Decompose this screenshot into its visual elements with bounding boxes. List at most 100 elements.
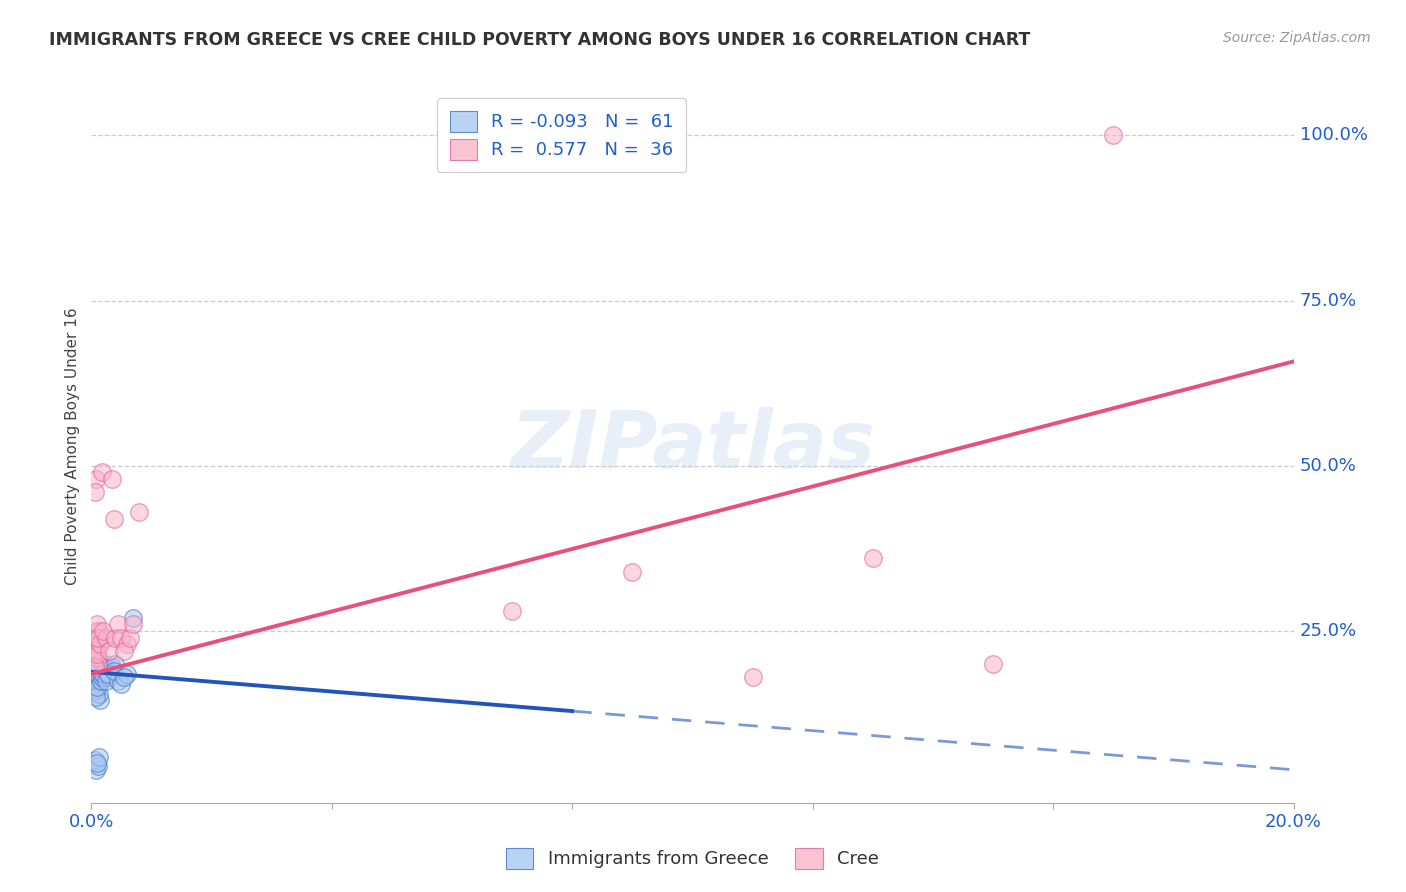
Point — [84, 644, 107, 658]
Point — [1102, 128, 1125, 143]
Point — [86, 660, 108, 674]
Point — [93, 624, 115, 638]
Point — [84, 624, 107, 638]
Y-axis label: Child Poverty Among Boys Under 16: Child Poverty Among Boys Under 16 — [65, 307, 80, 585]
Point — [89, 673, 111, 688]
Point — [84, 654, 107, 668]
Point — [87, 637, 110, 651]
Point — [91, 667, 114, 681]
Point — [89, 637, 111, 651]
Point — [93, 660, 115, 674]
Point — [101, 472, 124, 486]
Point — [84, 657, 107, 671]
Point — [84, 650, 107, 665]
Point — [117, 637, 139, 651]
Point — [87, 759, 110, 773]
Point — [86, 680, 108, 694]
Point — [89, 693, 111, 707]
Point — [981, 657, 1004, 671]
Point — [101, 660, 124, 674]
Point — [122, 611, 145, 625]
Point — [93, 660, 115, 674]
Point — [862, 551, 884, 566]
Point — [122, 617, 145, 632]
Point — [117, 667, 139, 681]
Point — [103, 664, 125, 678]
Point — [104, 657, 127, 671]
Point — [94, 664, 117, 678]
Point — [87, 660, 110, 674]
Text: IMMIGRANTS FROM GREECE VS CREE CHILD POVERTY AMONG BOYS UNDER 16 CORRELATION CHA: IMMIGRANTS FROM GREECE VS CREE CHILD POV… — [49, 31, 1031, 49]
Point — [87, 677, 110, 691]
Point — [87, 624, 110, 638]
Point — [84, 647, 107, 661]
Point — [86, 650, 108, 665]
Point — [110, 631, 132, 645]
Text: 25.0%: 25.0% — [1299, 622, 1357, 640]
Point — [86, 660, 108, 674]
Point — [107, 617, 129, 632]
Point — [93, 667, 115, 681]
Point — [86, 670, 108, 684]
Point — [87, 667, 110, 681]
Point — [86, 660, 108, 674]
Point — [84, 660, 107, 674]
Point — [89, 667, 111, 681]
Point — [84, 472, 107, 486]
Point — [741, 670, 763, 684]
Point — [120, 631, 142, 645]
Point — [96, 673, 118, 688]
Point — [98, 644, 121, 658]
Point — [103, 511, 125, 525]
Point — [89, 749, 111, 764]
Point — [86, 660, 108, 674]
Point — [87, 631, 110, 645]
Point — [84, 690, 107, 704]
Point — [91, 667, 114, 681]
Point — [621, 565, 644, 579]
Point — [86, 617, 108, 632]
Point — [87, 654, 110, 668]
Point — [87, 667, 110, 681]
Point — [86, 644, 108, 658]
Point — [93, 657, 115, 671]
Point — [91, 466, 114, 480]
Text: 50.0%: 50.0% — [1299, 457, 1357, 475]
Point — [98, 670, 121, 684]
Point — [97, 667, 120, 681]
Point — [84, 650, 107, 665]
Point — [89, 670, 111, 684]
Point — [90, 673, 112, 688]
Point — [84, 657, 107, 671]
Point — [86, 756, 108, 771]
Point — [84, 647, 107, 661]
Point — [114, 670, 136, 684]
Point — [114, 644, 136, 658]
Point — [84, 485, 107, 500]
Point — [87, 673, 110, 688]
Point — [86, 683, 108, 698]
Point — [84, 657, 107, 671]
Point — [84, 753, 107, 767]
Text: 75.0%: 75.0% — [1299, 292, 1357, 310]
Legend: Immigrants from Greece, Cree: Immigrants from Greece, Cree — [499, 840, 886, 876]
Point — [84, 644, 107, 658]
Point — [87, 657, 110, 671]
Point — [128, 505, 150, 519]
Point — [104, 631, 127, 645]
Point — [84, 680, 107, 694]
Text: Source: ZipAtlas.com: Source: ZipAtlas.com — [1223, 31, 1371, 45]
Point — [107, 673, 129, 688]
Point — [86, 664, 108, 678]
Point — [86, 670, 108, 684]
Point — [83, 650, 105, 665]
Text: ZIPatlas: ZIPatlas — [510, 407, 875, 485]
Point — [94, 664, 117, 678]
Point — [84, 657, 107, 671]
Point — [87, 687, 110, 701]
Point — [110, 677, 132, 691]
Point — [86, 667, 108, 681]
Point — [84, 644, 107, 658]
Point — [84, 631, 107, 645]
Point — [84, 763, 107, 777]
